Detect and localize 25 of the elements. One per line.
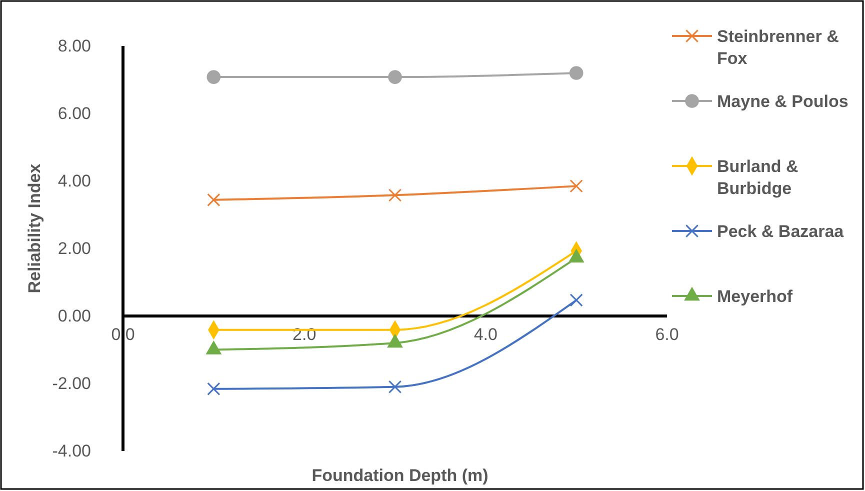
y-tick-label: 0.00 (58, 306, 91, 326)
y-tick-label: 2.00 (58, 238, 91, 258)
legend-label: Burland & Burbidge (717, 157, 798, 198)
point (207, 193, 220, 206)
y-tick-label: -4.00 (52, 441, 91, 460)
legend-label: Mayne & Poulos (717, 92, 848, 111)
y-tick-label: 4.00 (58, 171, 91, 190)
point (570, 179, 583, 193)
point (388, 70, 402, 84)
point (207, 382, 220, 396)
y-axis-title: Reliability Index (25, 163, 44, 294)
legend-label: Steinbrenner & Fox (717, 27, 839, 68)
legend-label: Peck & Bazaraa (717, 222, 844, 241)
y-tick-label: 6.00 (58, 104, 91, 123)
x-axis-title: Foundation Depth (m) (312, 466, 488, 485)
point (388, 380, 402, 394)
y-tick-label: 8.00 (58, 36, 91, 56)
legend-label: Meyerhof (717, 287, 793, 306)
y-tick-label: -2.00 (52, 374, 91, 393)
point (388, 188, 402, 202)
point (206, 70, 221, 84)
x-tick-label: 6.0 (655, 325, 679, 344)
point (570, 294, 583, 307)
point (569, 66, 584, 80)
x-tick-label: 4.0 (474, 325, 498, 344)
